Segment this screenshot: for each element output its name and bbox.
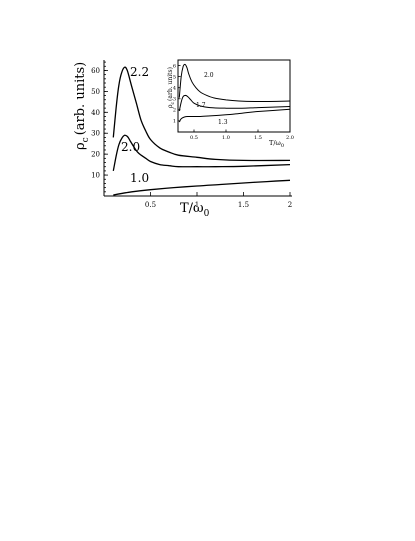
inset-ytick-label: 6 <box>173 63 176 69</box>
inset-y-label-sub: c <box>171 101 176 104</box>
inset-y-label: ρc(arb. units) <box>167 67 176 108</box>
inset-xtick-label: 1.0 <box>222 135 230 141</box>
inset-x-label-sub: 0 <box>281 143 284 149</box>
inset-series-line-2.0 <box>178 63 291 103</box>
main-ytick-label: 10 <box>91 172 100 180</box>
inset-ytick-label: 5 <box>173 74 176 80</box>
main-series-line-2.0 <box>112 134 291 172</box>
main-x-label-text: T/ω <box>180 201 204 216</box>
main-series-label-2.0: 2.0 <box>121 140 140 154</box>
main-xtick-label: 2 <box>288 201 292 209</box>
main-y-label-rest: (arb. units) <box>73 62 88 136</box>
main-xtick-label: 0.5 <box>145 201 156 209</box>
main-ytick-label: 60 <box>91 67 100 75</box>
inset-ytick-label: 4 <box>173 85 176 91</box>
inset-curves <box>178 63 291 123</box>
inset-xtick-label: 1.5 <box>254 135 262 141</box>
main-xtick-label: 1.5 <box>238 201 249 209</box>
inset-xtick-label: 2.0 <box>286 135 294 141</box>
main-series-label-2.2: 2.2 <box>130 65 149 79</box>
inset-ytick-label: 2 <box>173 108 176 114</box>
inset-series-line-1.7 <box>178 94 291 112</box>
inset-ticks: 0.5 1.0 1.5 2.0 1 2 3 4 5 6 <box>173 63 294 141</box>
inset-frame <box>177 59 291 133</box>
main-ytick-label: 20 <box>91 151 100 159</box>
main-y-label: ρc(arb. units) <box>73 62 91 150</box>
inset-series-label-2.0: 2.0 <box>204 72 214 79</box>
main-ytick-label: 50 <box>91 88 100 96</box>
main-ytick-label: 40 <box>91 109 100 117</box>
main-series-line-1.0 <box>113 179 291 196</box>
main-series-line-2.2 <box>112 66 291 162</box>
inset-chart: 0.5 1.0 1.5 2.0 1 2 3 4 5 6 2.0 1.7 1.3 T/ω0 ρc(a… <box>167 59 294 149</box>
main-x-label-sub: 0 <box>204 209 210 219</box>
inset-xtick-label: 0.5 <box>190 135 198 141</box>
main-xtick-label: 1 <box>195 201 199 209</box>
main-y-label-main: ρ <box>73 142 88 150</box>
main-ytick-label: 30 <box>91 130 100 138</box>
inset-series-label-1.3: 1.3 <box>218 119 228 126</box>
main-series-label-1.0: 1.0 <box>130 171 149 185</box>
inset-y-label-main: ρ <box>167 104 174 108</box>
inset-series-line-1.3 <box>178 108 291 123</box>
inset-ytick-label: 3 <box>173 97 176 103</box>
inset-y-label-rest: (arb. units) <box>167 67 174 101</box>
main-y-label-sub: c <box>81 137 91 142</box>
inset-series-label-1.7: 1.7 <box>196 102 206 109</box>
inset-ytick-label: 1 <box>173 119 176 125</box>
inset-x-label-text: T/ω <box>269 139 281 147</box>
main-curves <box>112 66 291 196</box>
inset-x-label: T/ω0 <box>269 139 284 149</box>
main-x-label: T/ω0 <box>180 201 210 219</box>
